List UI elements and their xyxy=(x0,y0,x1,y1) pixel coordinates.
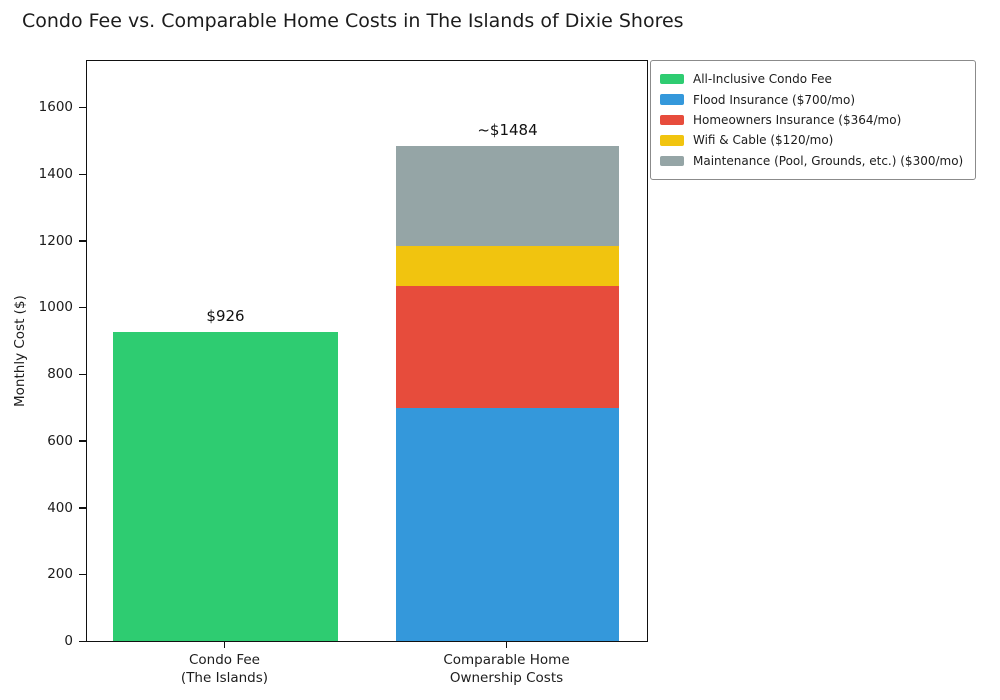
y-tick-label: 600 xyxy=(47,432,73,449)
y-tick-mark xyxy=(79,240,86,242)
y-tick-mark xyxy=(79,106,86,109)
legend: All-Inclusive Condo Fee Flood Insurance (… xyxy=(650,60,977,180)
x-tick-label-line: Condo Fee xyxy=(188,652,260,668)
x-tick-label-line: (The Islands) xyxy=(180,670,269,686)
y-tick-mark xyxy=(79,440,86,442)
x-tick-label: Comparable Home Ownership Costs xyxy=(397,651,617,687)
legend-item: Homeowners Insurance ($364/mo) xyxy=(660,110,963,130)
bar-segment-all-inclusive-condo-fee xyxy=(113,332,338,641)
x-tick-mark xyxy=(223,642,226,648)
y-tick-label: 800 xyxy=(47,366,73,383)
legend-label: Wifi & Cable ($120/mo) xyxy=(693,133,834,148)
legend-swatch xyxy=(660,135,684,146)
y-tick-label: 200 xyxy=(47,566,73,583)
legend-swatch xyxy=(660,155,684,166)
y-tick-mark xyxy=(79,507,86,509)
plot-area: $926 ~$1484 xyxy=(86,60,648,642)
x-tick-label-line: Ownership Costs xyxy=(449,670,564,686)
legend-item: Wifi & Cable ($120/mo) xyxy=(660,130,963,150)
x-tick-mark xyxy=(505,642,508,648)
y-tick-label: 1200 xyxy=(38,232,73,249)
legend-item: Maintenance (Pool, Grounds, etc.) ($300/… xyxy=(660,151,963,171)
bar-annotation: ~$1484 xyxy=(477,121,538,140)
y-tick-mark xyxy=(79,373,86,376)
legend-swatch xyxy=(660,94,684,105)
bar-segment-wifi-cable-120-mo xyxy=(396,246,619,287)
bar-segment-maintenance-pool-grounds-etc-300-mo xyxy=(396,146,619,247)
x-tick-label-line: Comparable Home xyxy=(443,652,570,668)
legend-label: Homeowners Insurance ($364/mo) xyxy=(693,112,902,127)
legend-swatch xyxy=(660,73,684,85)
y-axis-label: Monthly Cost ($) xyxy=(12,295,28,407)
y-tick-label: 1400 xyxy=(38,166,73,183)
legend-label: Flood Insurance ($700/mo) xyxy=(693,92,856,107)
bar-segment-flood-insurance-700-mo xyxy=(396,407,619,641)
y-tick-label: 1600 xyxy=(38,99,73,116)
legend-item: Flood Insurance ($700/mo) xyxy=(660,89,963,109)
y-tick-label: 400 xyxy=(47,499,73,516)
y-tick-mark xyxy=(79,640,86,642)
y-tick-mark xyxy=(79,173,86,176)
y-tick-label: 1000 xyxy=(38,299,73,316)
y-tick-label: 0 xyxy=(64,633,73,649)
y-tick-mark xyxy=(79,573,86,576)
x-tick-label: Condo Fee (The Islands) xyxy=(115,651,335,687)
legend-item: All-Inclusive Condo Fee xyxy=(660,69,963,89)
chart-title: Condo Fee vs. Comparable Home Costs in T… xyxy=(22,10,684,32)
legend-label: Maintenance (Pool, Grounds, etc.) ($300/… xyxy=(693,153,964,168)
bar-annotation: $926 xyxy=(206,307,245,326)
bar-segment-homeowners-insurance-364-mo xyxy=(396,286,619,408)
legend-label: All-Inclusive Condo Fee xyxy=(693,72,832,87)
y-tick-mark xyxy=(79,306,86,309)
legend-swatch xyxy=(660,114,684,126)
